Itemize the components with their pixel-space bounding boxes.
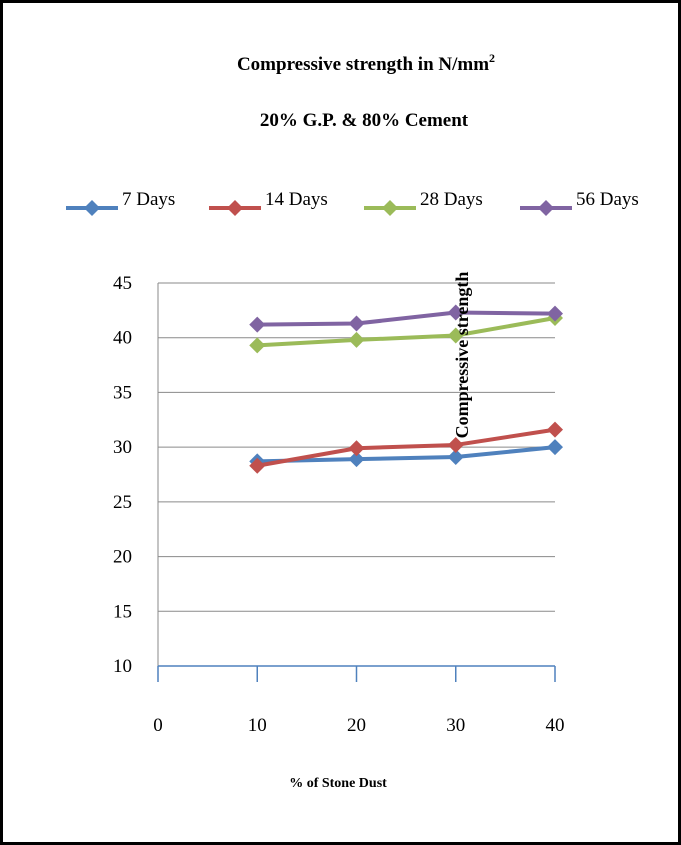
legend-swatch-marker [227,200,243,216]
data-point-14-days [547,421,563,438]
y-tick-label: 20 [113,547,132,568]
series-56-days [249,304,563,333]
y-tick-label: 10 [113,656,132,677]
legend-label: 7 Days [122,189,175,210]
legend-item-56-days: 56 Days [520,189,639,216]
data-point-14-days [447,436,464,453]
legend-swatch-marker [382,200,398,216]
x-tick-label: 0 [153,715,163,736]
x-tick-label: 10 [248,715,267,736]
chart-title: Compressive strength in N/mm2 [237,51,495,75]
y-tick-label: 40 [113,328,132,349]
data-point-14-days [249,457,266,474]
y-tick-label: 15 [113,601,132,622]
y-axis-label: Compressive strength [452,272,472,439]
axes [157,283,556,682]
data-point-56-days [348,315,365,332]
series-line-28-days [257,316,556,348]
x-tick-label: 20 [347,715,366,736]
data-point-14-days [348,440,365,457]
y-tick-label: 25 [113,492,132,513]
y-tick-label: 45 [113,273,132,294]
chart-title-superscript: 2 [489,51,495,65]
data-point-28-days [249,337,266,354]
data-point-56-days [249,316,266,333]
data-point-7-days [447,448,464,465]
legend-label: 14 Days [265,189,328,210]
y-tick-label: 30 [113,437,132,458]
data-point-28-days [348,331,365,348]
legend-swatch-marker [84,200,100,216]
legend-swatch-marker [538,200,554,216]
series-7-days [249,439,563,470]
x-axis-label: % of Stone Dust [289,776,387,791]
x-tick-label: 40 [546,715,565,736]
series-line-7-days [257,445,556,464]
chart-subtitle: 20% G.P. & 80% Cement [260,110,469,131]
data-point-56-days [447,304,464,321]
chart-title-text: Compressive strength in N/mm [237,54,489,75]
legend-item-7-days: 7 Days [66,189,175,216]
x-tick-labels: 0 10 20 30 40 [153,715,564,736]
legend-label: 56 Days [576,189,639,210]
data-point-28-days [447,327,464,344]
y-tick-labels: 10 15 20 25 30 35 40 45 [113,273,132,677]
legend: 7 Days 14 Days 28 Days 56 Days [66,189,639,216]
legend-label: 28 Days [420,189,483,210]
series-line-14-days [256,427,556,468]
x-tick-label: 30 [446,715,465,736]
data-point-7-days [348,451,365,468]
legend-item-28-days: 28 Days [364,189,483,216]
y-tick-label: 35 [113,382,132,403]
series-14-days [249,421,563,474]
series-line-56-days [257,310,556,327]
series-layer [249,304,563,474]
data-point-56-days [547,305,563,322]
data-point-7-days [547,439,563,456]
legend-item-14-days: 14 Days [209,189,328,216]
